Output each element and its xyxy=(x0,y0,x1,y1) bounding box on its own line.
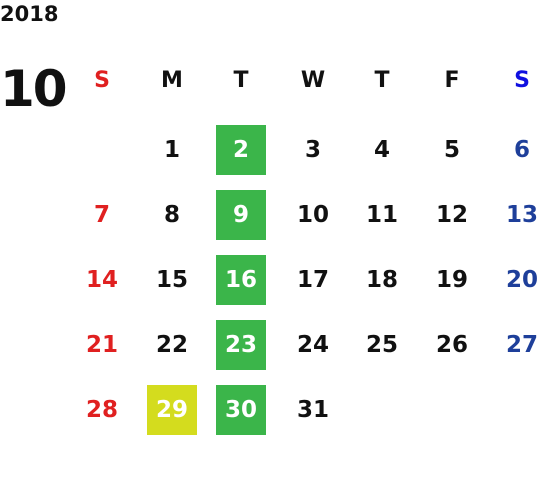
month: 10 xyxy=(0,60,68,118)
day: 25 xyxy=(365,332,398,358)
day: 6 xyxy=(513,137,530,163)
day: 2 xyxy=(216,125,266,175)
day: 10 xyxy=(296,202,329,228)
weekday-header: M xyxy=(161,67,183,93)
day: 23 xyxy=(216,320,266,370)
day: 27 xyxy=(505,332,538,358)
day: 4 xyxy=(373,137,390,163)
day: 19 xyxy=(435,267,468,293)
day: 5 xyxy=(443,137,460,163)
day: 21 xyxy=(85,332,118,358)
day: 17 xyxy=(296,267,329,293)
day: 18 xyxy=(365,267,398,293)
day: 24 xyxy=(296,332,329,358)
day: 22 xyxy=(155,332,188,358)
day: 7 xyxy=(93,202,110,228)
weekday-header: S xyxy=(94,67,110,93)
day: 1 xyxy=(163,137,180,163)
day: 20 xyxy=(505,267,538,293)
day: 15 xyxy=(155,267,188,293)
day: 13 xyxy=(505,202,538,228)
day: 16 xyxy=(216,255,266,305)
weekday-header: W xyxy=(300,67,326,93)
day: 9 xyxy=(216,190,266,240)
day: 30 xyxy=(216,385,266,435)
weekday-header: F xyxy=(444,67,460,93)
weekday-header: T xyxy=(233,67,249,93)
day: 28 xyxy=(85,397,118,423)
day: 26 xyxy=(435,332,468,358)
day: 8 xyxy=(163,202,180,228)
day: 12 xyxy=(435,202,468,228)
weekday-header: T xyxy=(374,67,390,93)
day: 3 xyxy=(304,137,321,163)
day: 11 xyxy=(365,202,398,228)
weekday-header: S xyxy=(514,67,530,93)
day: 14 xyxy=(85,267,118,293)
day: 29 xyxy=(147,385,197,435)
day: 31 xyxy=(296,397,329,423)
year: 2018 xyxy=(0,2,59,26)
